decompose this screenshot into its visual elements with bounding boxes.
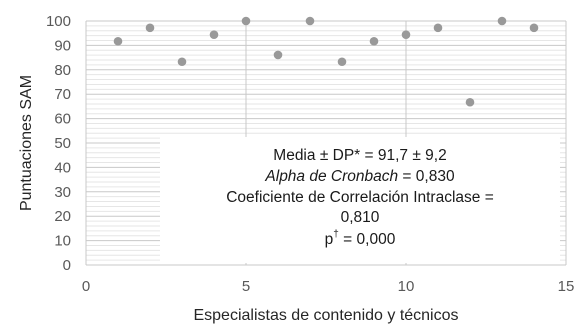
annotation-line-4: 0,810 <box>341 209 380 226</box>
y-tick-label: 80 <box>54 62 71 79</box>
y-tick-label: 100 <box>46 13 71 30</box>
data-point <box>337 57 347 67</box>
annotation-line-2: Alpha de Cronbach = 0,830 <box>264 168 455 185</box>
x-tick-label: 15 <box>558 278 575 295</box>
y-tick-label: 50 <box>54 135 71 152</box>
y-axis-title: Puntuaciones SAM <box>18 75 35 211</box>
data-points <box>113 16 539 107</box>
x-tick-label: 5 <box>242 278 250 295</box>
y-tick-label: 90 <box>54 37 71 54</box>
data-point <box>465 97 475 107</box>
x-tick-labels: 0 5 10 15 <box>82 278 575 295</box>
annotation-line-3: Coeficiente de Correlación Intraclase = <box>226 189 494 206</box>
data-point <box>273 50 283 60</box>
data-point <box>305 16 315 26</box>
y-tick-label: 40 <box>54 159 71 176</box>
y-tick-label: 20 <box>54 208 71 225</box>
data-point <box>209 30 219 39</box>
y-tick-label: 60 <box>54 111 71 128</box>
data-point <box>113 36 123 46</box>
y-tick-label: 30 <box>54 184 71 201</box>
annotation-line-5: p† = 0,000 <box>325 229 396 248</box>
annotation-box <box>160 137 560 263</box>
data-point <box>369 36 379 46</box>
data-point <box>497 16 507 26</box>
data-point <box>177 57 187 67</box>
data-point <box>529 23 539 33</box>
data-point <box>401 30 411 39</box>
x-tick-label: 0 <box>82 278 90 295</box>
y-tick-label: 70 <box>54 86 71 103</box>
x-tick-label: 10 <box>398 278 415 295</box>
y-tick-label: 0 <box>63 257 71 274</box>
y-tick-labels: 0 10 20 30 40 50 60 70 80 90 100 <box>46 13 71 274</box>
data-point <box>433 23 443 33</box>
y-tick-label: 10 <box>54 233 71 250</box>
annotation-line-1: Media ± DP* = 91,7 ± 9,2 <box>273 147 446 164</box>
data-point <box>145 23 155 33</box>
x-axis-title: Especialistas de contenido y técnicos <box>193 307 458 324</box>
data-point <box>241 16 251 26</box>
